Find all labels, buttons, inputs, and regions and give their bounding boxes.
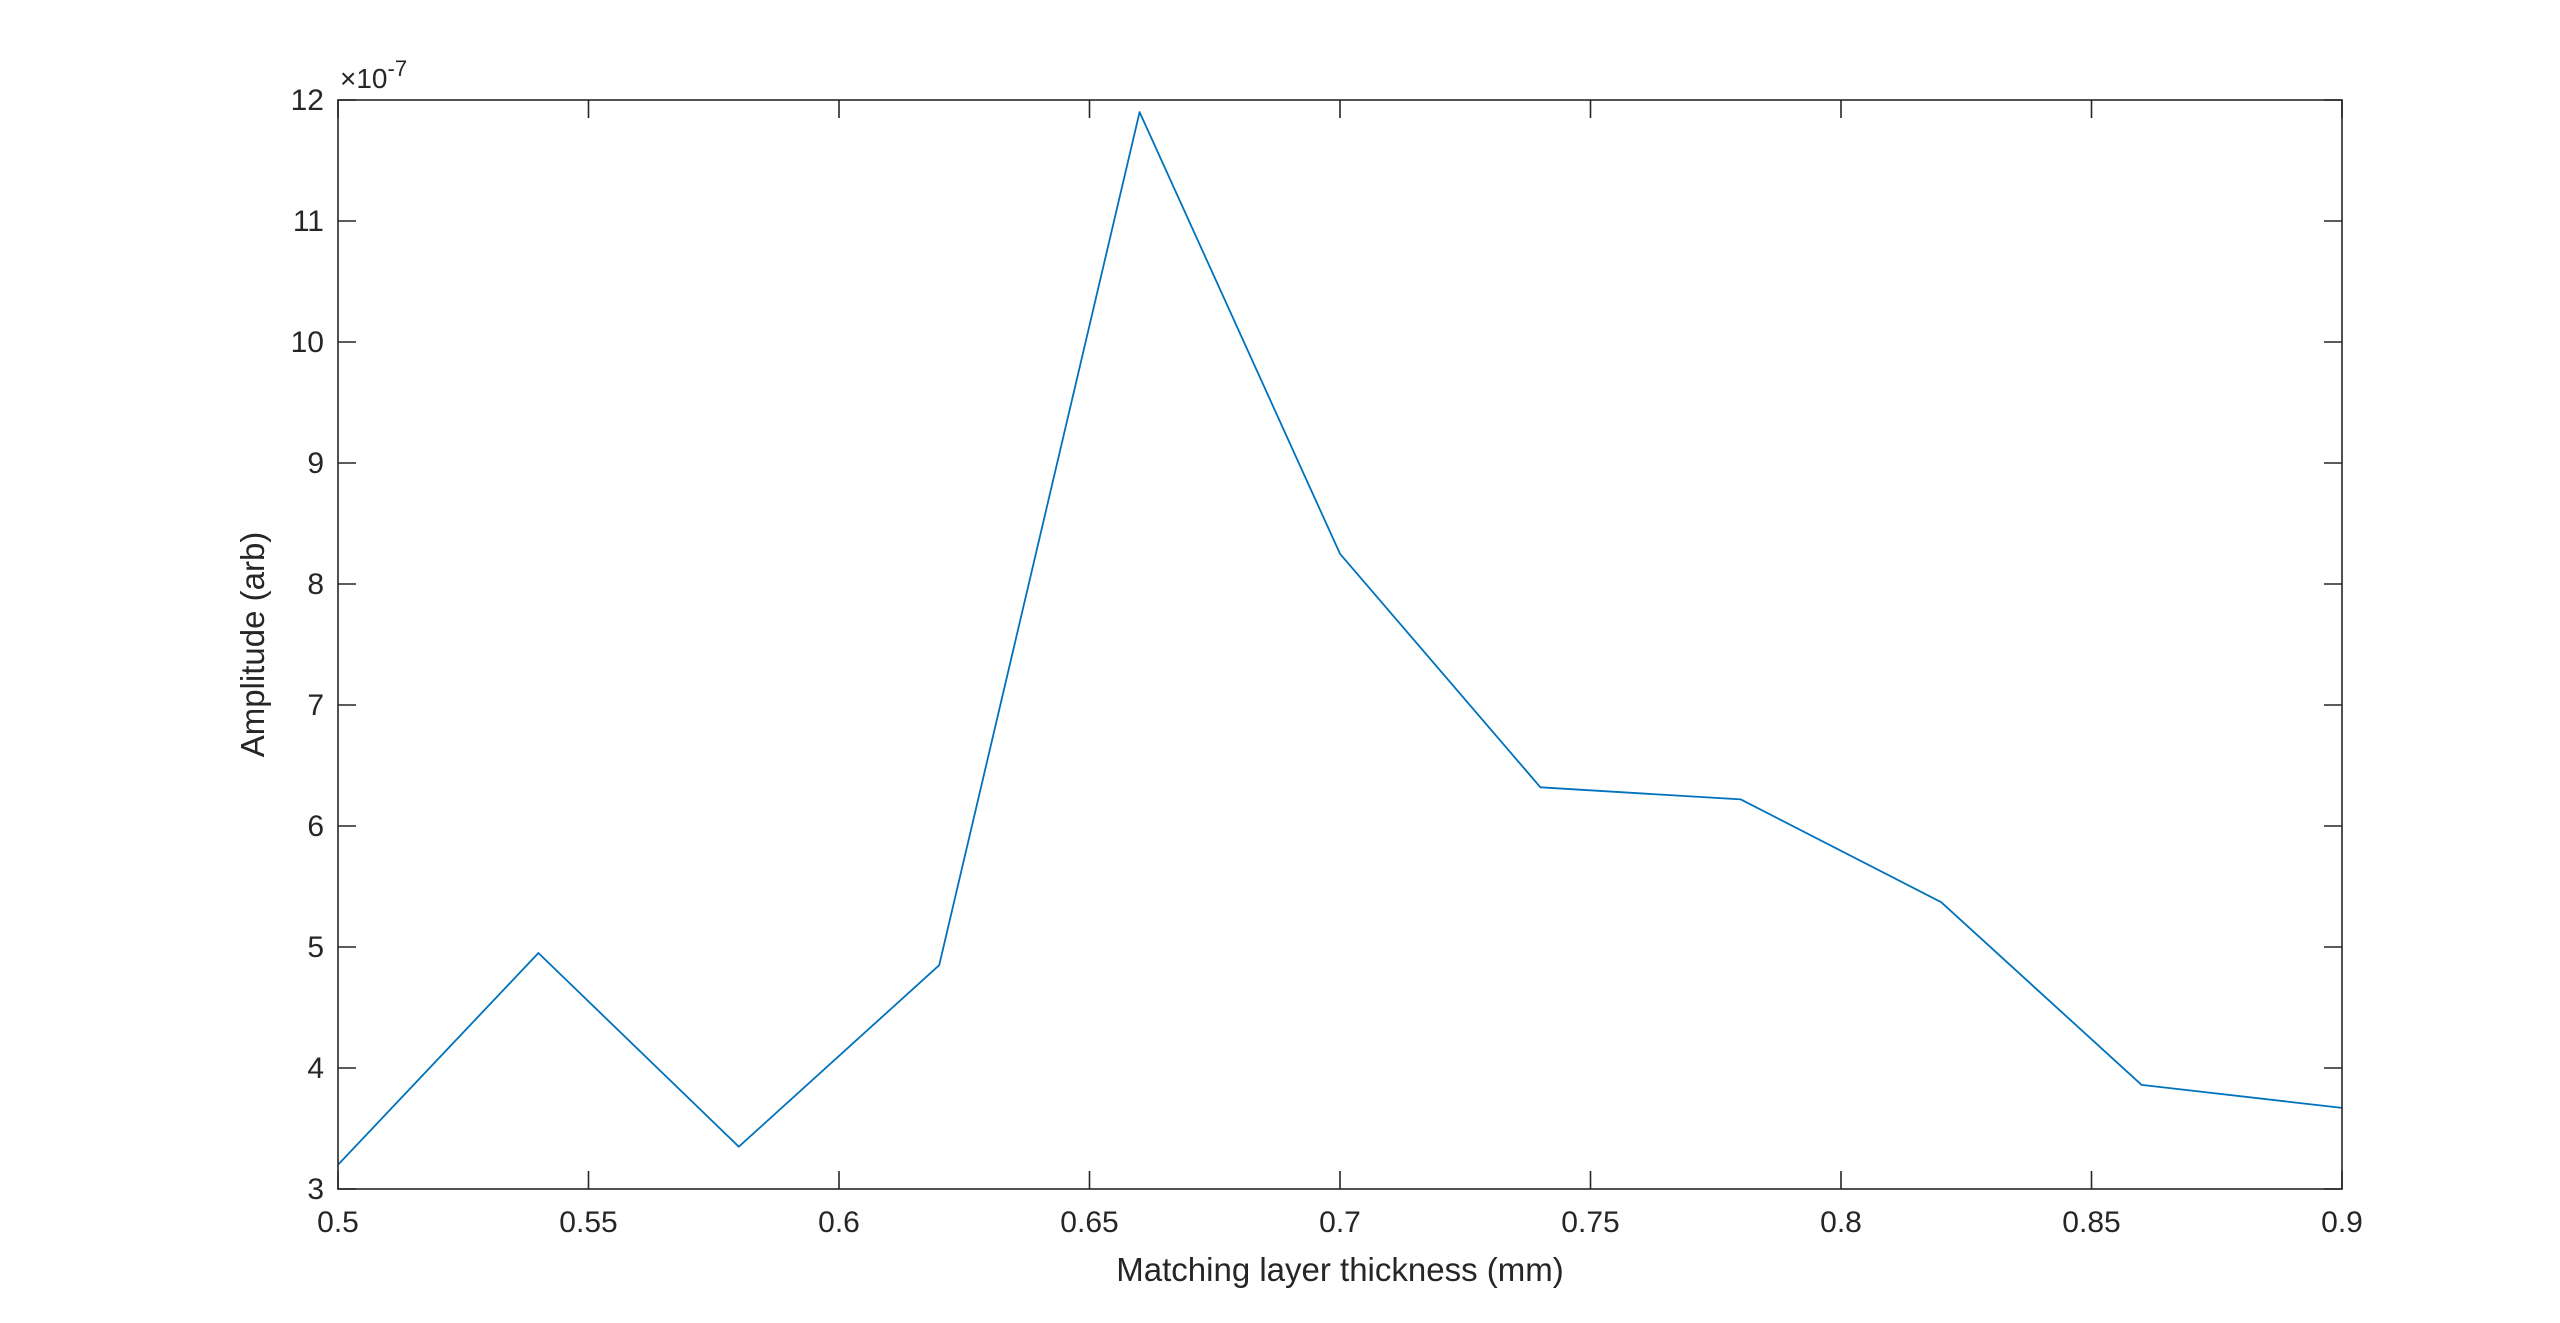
x-tick-label: 0.9	[2321, 1206, 2363, 1239]
x-tick-label: 0.8	[1820, 1206, 1862, 1239]
y-tick-label: 4	[307, 1052, 324, 1085]
x-tick-label: 0.65	[1060, 1206, 1118, 1239]
x-tick-label: 0.55	[559, 1206, 617, 1239]
x-axis-label: Matching layer thickness (mm)	[1116, 1251, 1563, 1288]
y-tick-label: 9	[307, 447, 324, 480]
labels-layer: ×10-7 Matching layer thickness (mm) Ampl…	[234, 56, 1564, 1288]
x-tick-label: 0.7	[1319, 1206, 1361, 1239]
x-tick-label: 0.5	[317, 1206, 359, 1239]
ticks-layer: 0.5 0.55 0.6 0.65 0.7 0.75 0.8 0.85 0.9 3 4 5 6 7 8 9 10…	[291, 84, 2363, 1239]
y-tick-label: 8	[307, 568, 324, 601]
y-tick-label: 12	[291, 84, 324, 117]
y-axis-label: Amplitude (arb)	[234, 532, 271, 758]
y-tick-label: 10	[291, 326, 324, 359]
x-tick-label: 0.75	[1561, 1206, 1619, 1239]
x-tick-label: 0.85	[2062, 1206, 2120, 1239]
axes-box	[337, 99, 2343, 1190]
y-exponent-power: -7	[388, 56, 408, 81]
y-tick-label: 5	[307, 931, 324, 964]
series-line	[337, 111, 2343, 1166]
series-layer	[337, 111, 2343, 1166]
y-exponent-base: ×10	[340, 63, 388, 94]
y-exponent-label: ×10-7	[340, 56, 407, 94]
y-tick-label: 7	[307, 689, 324, 722]
y-tick-label: 11	[293, 205, 324, 238]
y-tick-label: 6	[307, 810, 324, 843]
y-tick-label: 3	[307, 1173, 324, 1206]
x-tick-label: 0.6	[818, 1206, 860, 1239]
